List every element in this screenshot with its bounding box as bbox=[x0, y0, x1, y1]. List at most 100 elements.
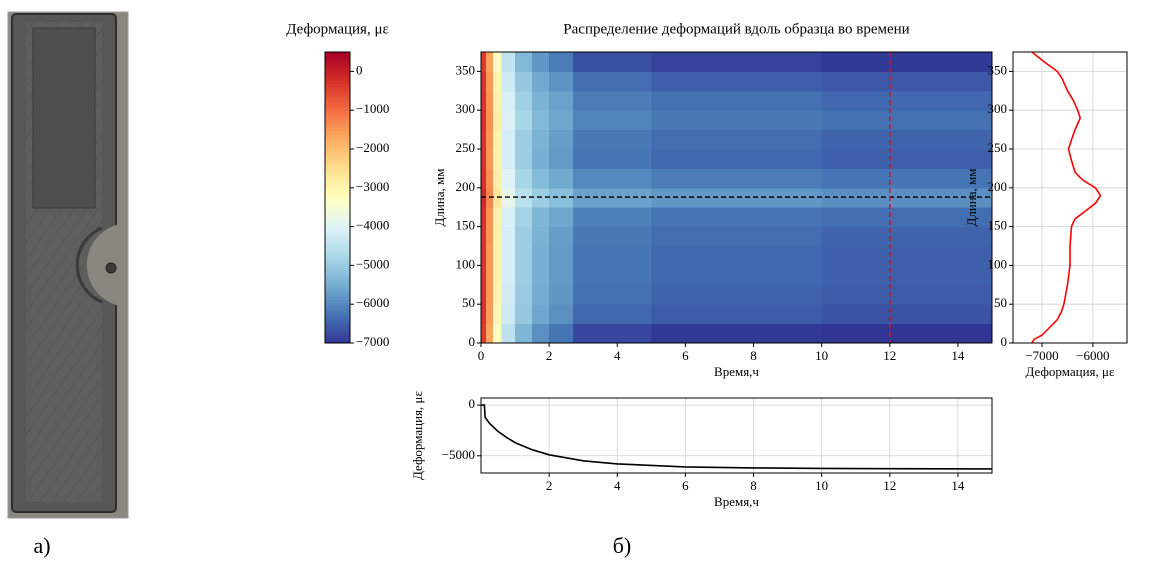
heatmap-cell bbox=[486, 284, 494, 305]
axes-frame bbox=[480, 51, 993, 344]
heatmap-cell bbox=[486, 168, 494, 189]
heatmap-cell bbox=[486, 207, 494, 228]
heatmap-cell bbox=[481, 168, 487, 189]
colorbar-step bbox=[325, 110, 350, 114]
colorbar-step bbox=[325, 270, 350, 274]
colorbar-step bbox=[325, 246, 350, 250]
x-tick-label: 4 bbox=[614, 478, 621, 493]
heatmap-cell bbox=[549, 168, 574, 189]
x-tick-label: 10 bbox=[815, 348, 828, 363]
heatmap-cell bbox=[492, 129, 502, 150]
colorbar-tick-label: −2000 bbox=[356, 140, 389, 155]
colorbar-step bbox=[325, 52, 350, 56]
colorbar-step bbox=[325, 102, 350, 106]
heatmap-cell bbox=[549, 110, 574, 131]
heatmap-cell bbox=[651, 304, 823, 325]
colorbar-step bbox=[325, 185, 350, 189]
heatmap-cell bbox=[532, 226, 550, 247]
heatmap-cell bbox=[492, 265, 502, 286]
heatmap-cell bbox=[532, 52, 550, 72]
colorbar-step bbox=[325, 209, 350, 213]
heatmap-cell bbox=[492, 226, 502, 247]
colorbar-step bbox=[325, 78, 350, 82]
colorbar-step bbox=[325, 149, 350, 153]
colorbar-step bbox=[325, 192, 350, 196]
x-tick-label: −7000 bbox=[1025, 348, 1058, 363]
heatmap-cell bbox=[515, 90, 533, 111]
heatmap-cell bbox=[572, 110, 652, 131]
heatmap-cell bbox=[486, 52, 494, 72]
heatmap-cell bbox=[651, 149, 823, 169]
colorbar-step bbox=[325, 330, 350, 334]
colorbar-step bbox=[325, 81, 350, 85]
colorbar-step bbox=[325, 202, 350, 206]
colorbar-step bbox=[325, 115, 350, 119]
colorbar-step bbox=[325, 144, 350, 148]
colorbar-step bbox=[325, 233, 350, 237]
colorbar-step bbox=[325, 231, 350, 235]
heatmap-cell bbox=[821, 129, 993, 150]
colorbar-step bbox=[325, 66, 350, 70]
colorbar-step bbox=[325, 107, 350, 111]
y-axis-label: Деформация, με bbox=[410, 391, 425, 480]
colorbar-step bbox=[325, 306, 350, 310]
heatmap-cell bbox=[549, 246, 574, 266]
heatmap-cell bbox=[486, 149, 494, 169]
heatmap-cell bbox=[481, 304, 487, 325]
heatmap-cell bbox=[492, 149, 502, 169]
colorbar-step bbox=[325, 156, 350, 160]
colorbar-step bbox=[325, 333, 350, 337]
colorbar-step bbox=[325, 226, 350, 230]
x-axis-label: Деформация, με bbox=[1026, 364, 1115, 379]
colorbar-step bbox=[325, 117, 350, 121]
heatmap-cell bbox=[501, 52, 516, 72]
heatmap-cell bbox=[486, 226, 494, 247]
colorbar-step bbox=[325, 253, 350, 257]
heatmap-cell bbox=[821, 52, 993, 72]
heatmap-cell bbox=[486, 265, 494, 286]
colorbar-step bbox=[325, 163, 350, 167]
colorbar-step bbox=[325, 98, 350, 102]
heatmap-cell bbox=[501, 284, 516, 305]
y-tick-label: 100 bbox=[988, 256, 1008, 271]
heatmap-cell bbox=[651, 265, 823, 286]
x-tick-label: 14 bbox=[951, 348, 965, 363]
panel-label: б) bbox=[613, 533, 632, 558]
heatmap-cell bbox=[549, 323, 574, 344]
heatmap-cell bbox=[572, 168, 652, 189]
heatmap-cell bbox=[821, 110, 993, 131]
x-tick-label: 6 bbox=[682, 478, 689, 493]
colorbar-step bbox=[325, 195, 350, 199]
colorbar-step bbox=[325, 59, 350, 63]
colorbar-step bbox=[325, 236, 350, 240]
heatmap-cell bbox=[821, 265, 993, 286]
colorbar-step bbox=[325, 204, 350, 208]
colorbar-step bbox=[325, 83, 350, 87]
colorbar-step bbox=[325, 258, 350, 262]
colorbar-frame bbox=[324, 51, 351, 344]
colorbar-step bbox=[325, 178, 350, 182]
heatmap-cell bbox=[492, 207, 502, 228]
colorbar-step bbox=[325, 260, 350, 264]
colorbar-step bbox=[325, 250, 350, 254]
colorbar-tick-label: 0 bbox=[356, 62, 363, 77]
heatmap-cell bbox=[549, 149, 574, 169]
heatmap-cell bbox=[572, 265, 652, 286]
heatmap-cell bbox=[549, 304, 574, 325]
y-tick-label: −5000 bbox=[442, 447, 475, 462]
colorbar-step bbox=[325, 313, 350, 317]
heatmap-cell bbox=[481, 71, 487, 92]
heatmap-cell bbox=[492, 110, 502, 131]
colorbar-step bbox=[325, 326, 350, 330]
colorbar-step bbox=[325, 241, 350, 245]
colorbar-step bbox=[325, 153, 350, 157]
colorbar-step bbox=[325, 71, 350, 75]
colorbar-step bbox=[325, 68, 350, 72]
heatmap-cell bbox=[515, 110, 533, 131]
colorbar-step bbox=[325, 61, 350, 65]
colorbar-step bbox=[325, 173, 350, 177]
heatmap-cell bbox=[572, 129, 652, 150]
heatmap-cell bbox=[492, 90, 502, 111]
y-tick-label: 50 bbox=[994, 295, 1007, 310]
